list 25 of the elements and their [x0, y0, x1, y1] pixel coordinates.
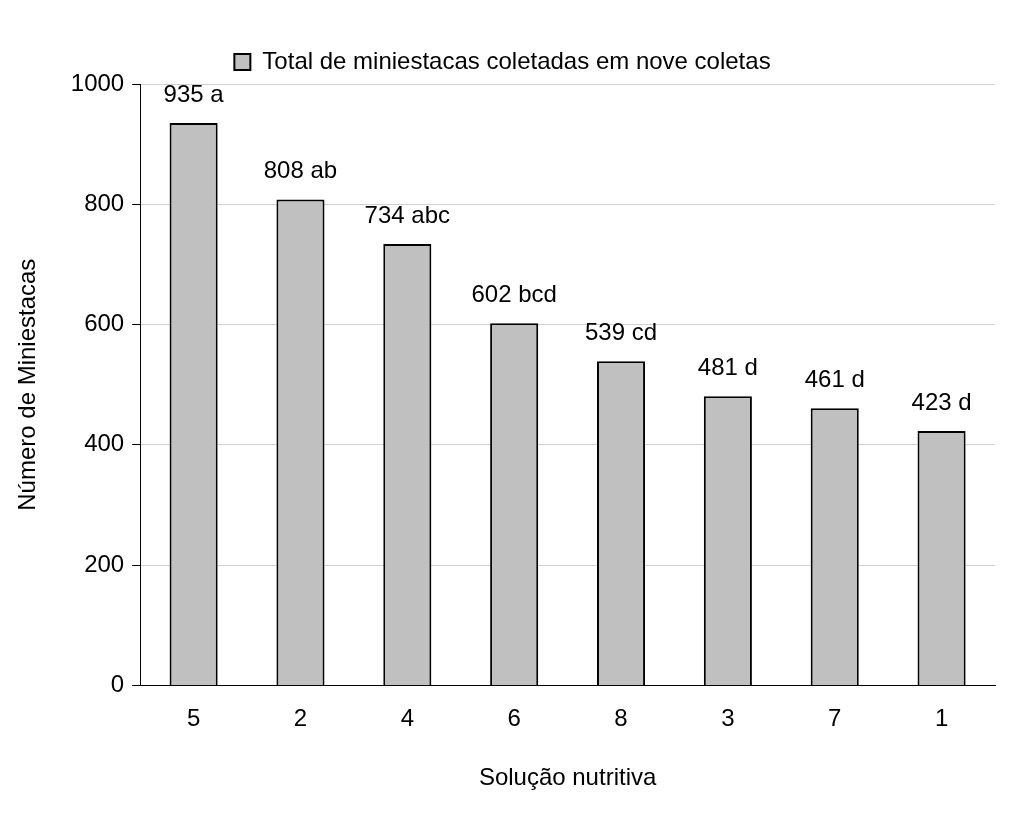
y-tick-label: 400 [84, 429, 125, 457]
x-tick-label: 3 [721, 704, 735, 732]
x-tick-label: 7 [828, 704, 842, 732]
y-tick-label: 200 [84, 549, 125, 577]
x-tick-label: 6 [507, 704, 521, 732]
y-axis-title: Número de Miniestacas [13, 258, 41, 511]
x-tick-label: 1 [934, 704, 949, 732]
x-tick-label: 4 [400, 704, 414, 732]
y-tick-label: 600 [84, 309, 125, 337]
x-tick-label: 8 [614, 704, 628, 732]
data-label: 602 bcd [471, 279, 557, 307]
data-label: 461 d [804, 364, 865, 392]
data-label: 734 abc [364, 200, 451, 228]
data-label: 808 ab [263, 156, 338, 184]
data-label: 539 cd [584, 317, 658, 345]
x-axis-title: Solução nutritiva [478, 763, 657, 791]
data-label: 935 a [163, 79, 225, 107]
data-label: 423 d [911, 387, 972, 415]
y-tick-label: 1000 [70, 68, 125, 96]
legend-label: Total de miniestacas coletadas em nove coletas [262, 46, 771, 74]
y-tick-label: 0 [110, 670, 125, 698]
y-tick-label: 800 [84, 188, 125, 216]
x-tick-label: 2 [293, 704, 308, 732]
data-label: 481 d [697, 352, 758, 380]
x-tick-label: 5 [186, 704, 201, 732]
